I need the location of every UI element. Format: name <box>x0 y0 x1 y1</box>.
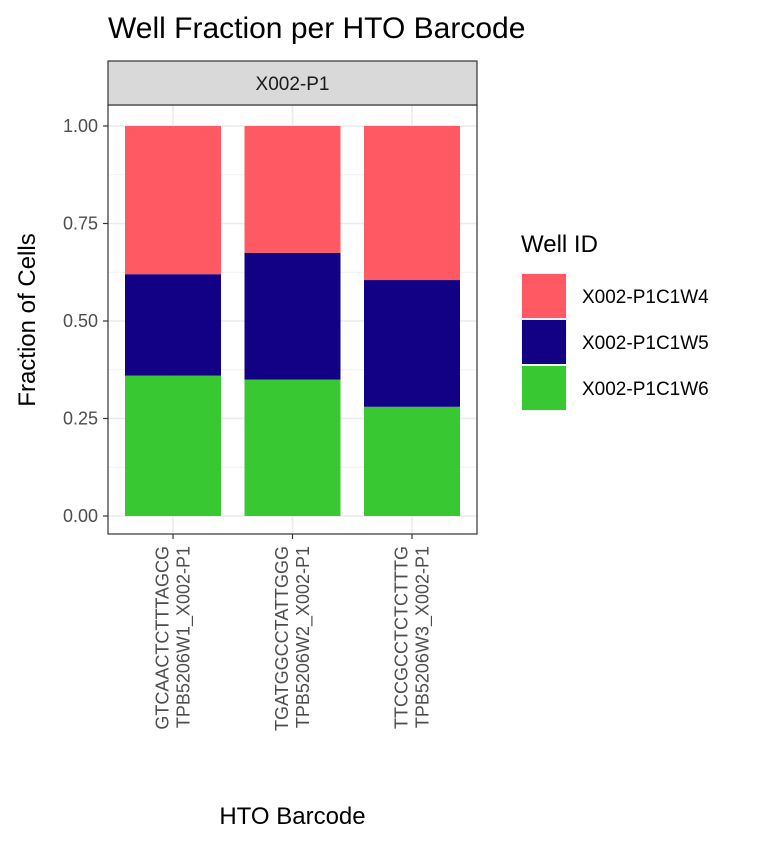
bar-segment <box>364 406 460 516</box>
x-tick-label: TTCCGCCTCTCTTTGTPB5206W3_X002-P1 <box>392 546 434 729</box>
bar-segment <box>244 126 341 253</box>
y-tick-label: 0.25 <box>63 409 98 429</box>
bar-segment <box>125 375 221 516</box>
y-tick-label: 1.00 <box>63 116 98 136</box>
legend: Well ID X002-P1C1W4X002-P1C1W5X002-P1C1W… <box>521 231 709 411</box>
y-tick-label: 0.50 <box>63 311 98 331</box>
facet-strip: X002-P1 <box>107 60 478 106</box>
legend-swatch <box>522 274 566 318</box>
facet-strip-label: X002-P1 <box>256 74 330 95</box>
x-tick-label: TGATGGCCTATTGGGTPB5206W2_X002-P1 <box>272 546 314 731</box>
bars <box>125 126 460 516</box>
legend-label: X002-P1C1W5 <box>582 333 709 354</box>
y-axis-title: Fraction of Cells <box>14 233 41 406</box>
x-axis-title: HTO Barcode <box>219 803 365 830</box>
facet-strip-background <box>107 60 478 106</box>
bar-segment <box>125 126 221 275</box>
y-axis: 0.00 0.25 0.50 0.75 1.00 <box>63 116 108 526</box>
legend-swatch <box>522 366 566 410</box>
chart-title: Well Fraction per HTO Barcode <box>108 12 525 45</box>
y-tick-label: 0.00 <box>63 506 98 526</box>
bar-segment <box>364 280 460 407</box>
x-axis: GTCAACTCTTTAGCGTPB5206W1_X002-P1 TGATGGCC… <box>153 534 434 731</box>
legend-label: X002-P1C1W6 <box>582 379 709 400</box>
bar-segment <box>125 274 221 376</box>
legend-items: X002-P1C1W4 X002-P1C1W5 X002-P1C1W6 <box>521 273 709 411</box>
bar-segment <box>244 379 341 516</box>
legend-title: Well ID <box>521 231 598 258</box>
bar-segment <box>364 126 460 281</box>
bar-segment <box>244 252 341 380</box>
y-tick-label: 0.75 <box>63 214 98 234</box>
legend-swatch <box>522 320 566 364</box>
plot-panel <box>107 104 478 535</box>
legend-label: X002-P1C1W4 <box>582 287 709 308</box>
x-tick-label: GTCAACTCTTTAGCGTPB5206W1_X002-P1 <box>153 546 195 730</box>
